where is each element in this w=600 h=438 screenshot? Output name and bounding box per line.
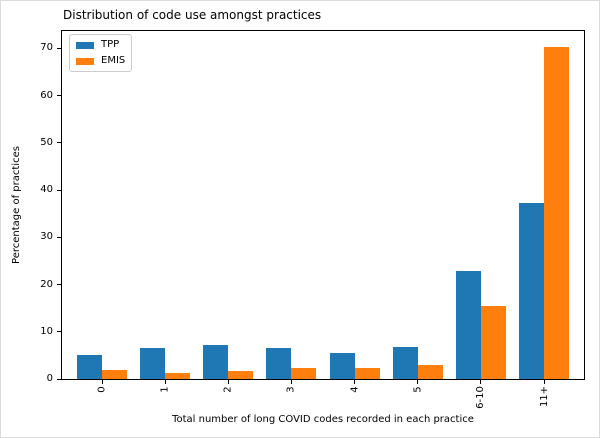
legend-swatch-icon	[76, 57, 94, 65]
bar-EMIS-11+	[544, 46, 569, 379]
bar-EMIS-4	[354, 367, 380, 379]
legend-swatch-icon	[76, 41, 94, 49]
x-tick-mark	[290, 380, 292, 384]
bar-EMIS-5	[417, 365, 443, 379]
y-tick-mark	[57, 284, 61, 286]
y-tick-label: 20	[40, 278, 53, 290]
x-tick-label: 11+	[538, 385, 550, 408]
bar-TPP-4	[329, 352, 355, 379]
bar-EMIS-0	[102, 369, 127, 379]
bar-EMIS-3	[291, 367, 317, 379]
y-tick-mark	[57, 378, 61, 380]
bar-EMIS-1	[165, 372, 191, 379]
legend-entry-EMIS: EMIS	[76, 55, 125, 67]
bar-EMIS-2	[228, 370, 254, 379]
x-axis-label: Total number of long COVID codes recorde…	[172, 414, 474, 425]
y-tick-mark	[57, 331, 61, 333]
bar-TPP-5	[392, 347, 418, 379]
bar-EMIS-6-10	[480, 305, 506, 379]
y-tick-label: 60	[40, 89, 53, 101]
x-tick-label: 0	[96, 385, 108, 393]
bar-TPP-1	[140, 348, 166, 379]
x-tick-mark	[354, 380, 356, 384]
y-tick-label: 50	[40, 136, 53, 148]
x-tick-mark	[101, 380, 103, 384]
x-tick-mark	[227, 380, 229, 384]
x-tick-label: 6-10	[475, 386, 487, 409]
x-tick-label: 2	[222, 385, 234, 393]
legend-label: EMIS	[101, 55, 126, 66]
y-tick-label: 40	[40, 184, 53, 196]
x-tick-mark	[543, 380, 545, 384]
x-tick-label: 1	[159, 385, 171, 393]
y-tick-mark	[57, 189, 61, 191]
legend-label: TPP	[101, 39, 120, 50]
legend-entry-TPP: TPP	[76, 39, 125, 51]
plot-area: TPP EMIS	[61, 30, 585, 380]
x-tick-mark	[417, 380, 419, 384]
y-tick-mark	[57, 48, 61, 49]
y-axis-label: Percentage of practices	[10, 146, 22, 264]
y-tick-label: 10	[40, 325, 53, 337]
chart-title: Distribution of code use amongst practic…	[63, 8, 322, 22]
x-tick-mark	[480, 380, 482, 384]
bar-TPP-3	[266, 348, 292, 379]
bar-TPP-2	[203, 345, 229, 379]
x-tick-label: 4	[349, 385, 361, 393]
x-tick-label: 5	[412, 385, 424, 393]
bar-TPP-0	[77, 355, 102, 379]
y-tick-mark	[57, 142, 61, 144]
x-tick-mark	[164, 380, 166, 384]
y-tick-label: 30	[40, 231, 53, 243]
bar-TPP-6-10	[455, 270, 481, 379]
x-tick-label: 3	[286, 385, 298, 393]
y-tick-label: 0	[46, 373, 53, 384]
y-tick-mark	[57, 95, 61, 97]
y-tick-label: 70	[40, 42, 53, 54]
y-tick-mark	[57, 236, 61, 238]
legend: TPP EMIS	[69, 34, 133, 72]
bar-TPP-11+	[519, 203, 544, 379]
